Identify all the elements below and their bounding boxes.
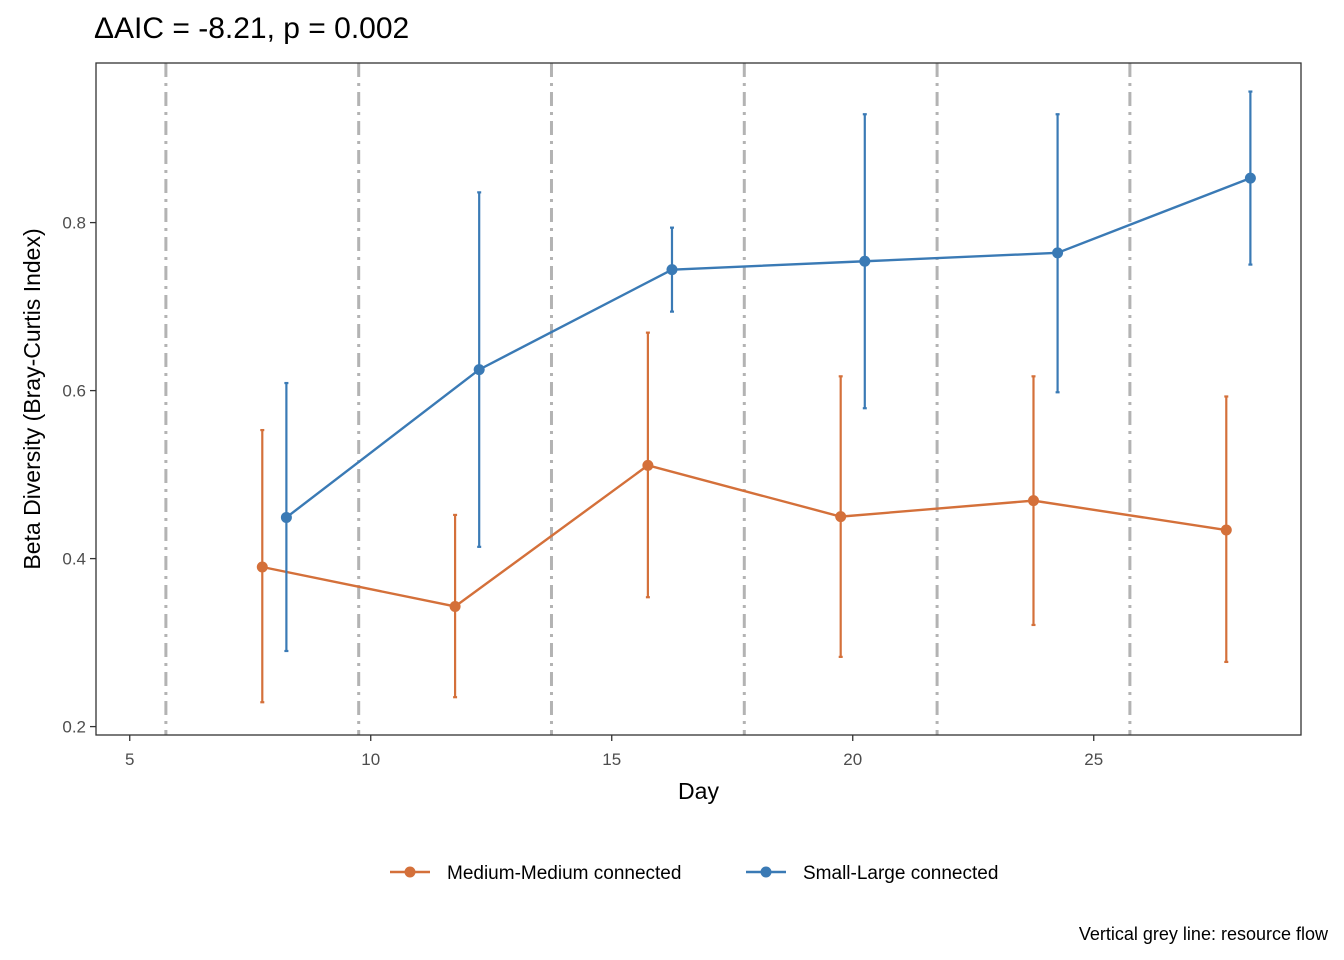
data-point (859, 255, 871, 267)
y-tick-label: 0.8 (62, 214, 86, 233)
legend-item: Medium-Medium connected (390, 863, 681, 884)
data-point (473, 364, 485, 376)
legend: Medium-Medium connected Small-Large conne… (390, 863, 998, 884)
data-point (256, 561, 268, 573)
plot-panel (95, 62, 1302, 736)
y-tick-label: 0.2 (62, 718, 86, 737)
data-point (280, 511, 292, 523)
legend-item: Small-Large connected (746, 863, 998, 884)
data-point (1052, 247, 1064, 259)
y-tick-label: 0.6 (62, 382, 86, 401)
legend-label: Medium-Medium connected (447, 863, 681, 884)
y-axis-title: Beta Diversity (Bray-Curtis Index) (19, 228, 45, 569)
legend-key-point (404, 866, 416, 878)
x-axis-title: Day (678, 778, 719, 804)
x-tick-label: 5 (125, 750, 134, 769)
data-point (1244, 172, 1256, 184)
data-point (1220, 524, 1232, 536)
data-point (1027, 495, 1039, 507)
series-line (262, 464, 1227, 608)
x-tick-label: 20 (843, 750, 862, 769)
x-tick-label: 25 (1084, 750, 1103, 769)
legend-label: Small-Large connected (803, 863, 998, 884)
data-point (449, 600, 461, 612)
x-axis: 5 10 15 20 25 (125, 735, 1103, 769)
series-2 (280, 90, 1256, 653)
series-line (285, 176, 1251, 519)
data-point (835, 511, 847, 523)
y-axis: 0.2 0.4 0.6 0.8 (62, 214, 96, 737)
chart-title: ΔAIC = -8.21, p = 0.002 (94, 12, 409, 45)
data-point (666, 264, 678, 276)
x-tick-label: 10 (361, 750, 380, 769)
legend-key-point (760, 866, 772, 878)
y-tick-label: 0.4 (62, 550, 86, 569)
resource-flow-lines (164, 63, 1132, 735)
data-point (642, 459, 654, 471)
series-layer (256, 90, 1256, 704)
x-tick-label: 15 (602, 750, 621, 769)
series-1 (256, 331, 1232, 704)
caption: Vertical grey line: resource flow (1079, 924, 1329, 944)
